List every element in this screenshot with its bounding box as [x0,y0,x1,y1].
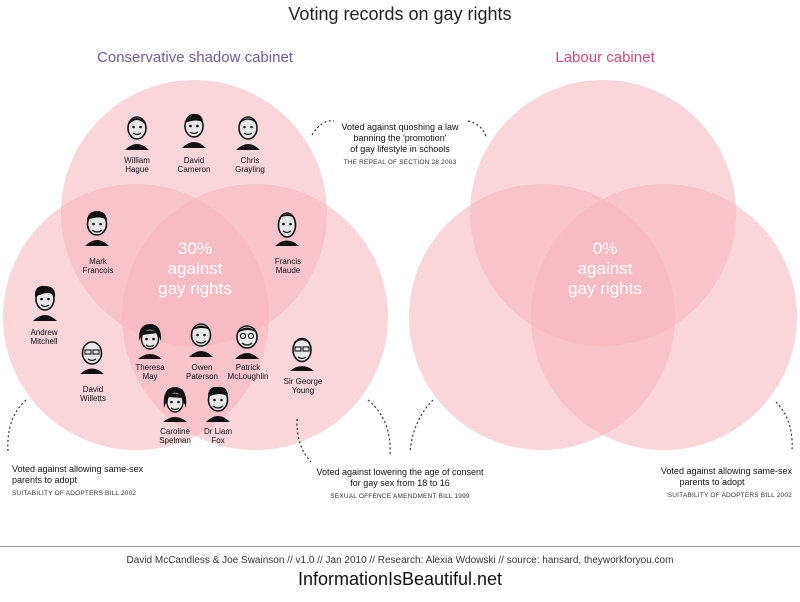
person-label-francis-maude: Francis Maude [274,257,302,275]
annotation-adopt-right: Voted against allowing same-sex parents … [592,466,792,501]
page-title: Voting records on gay rights [288,4,512,24]
footer-divider [0,546,800,547]
annotation-section28: Voted against quoshing a law banning the… [330,122,470,168]
annotation-section28-source: THE REPEAL OF SECTION 28 2003 [343,159,457,166]
person-label-mark-francois: Mark Francois [82,257,114,275]
person-label-theresa-may: Theresa May [135,363,165,381]
dashed-arc-section28 [311,120,487,138]
dr-liam-fox-portrait-icon [206,386,230,422]
dashed-arc-adopt-left [7,399,27,453]
owen-paterson-portrait-icon [189,323,213,357]
annotation-adopt-left-source: SUITABILITY OF ADOPTERS BILL 2002 [12,490,137,497]
conservative-percent-label: gay rights [158,279,232,298]
mark-francois-portrait-icon [85,211,109,246]
annotation-consent: Voted against lowering the age of consen… [290,467,510,502]
annotation-adopt-right-source: SUITABILITY OF ADOPTERS BILL 2002 [667,492,792,499]
person-label-sir-george-young: Sir George Young [283,377,323,395]
labour-title: Labour cabinet [555,49,655,66]
dashed-arc-labour-right [775,401,793,453]
person-label-dr-liam-fox: Dr Liam Fox [203,427,232,445]
person-label-andrew-mitchell: Andrew Mitchell [30,328,58,346]
francis-maude-portrait-icon [275,212,299,246]
conservative-percent-value: 30% [177,239,213,258]
conservative-circle-right [122,184,388,450]
dashed-arc-labour-left [409,399,434,453]
conservative-title: Conservative shadow cabinet [97,49,293,66]
annotation-adopt-left: Voted against allowing same-sex parents … [12,464,212,499]
labour-circle-right [531,184,797,450]
person-label-chris-grayling: Chris Grayling [235,156,265,174]
person-label-caroline-spelman: Caroline Spelman [159,427,191,445]
conservative-percentage: 30% against gay rights [125,239,265,299]
person-label-william-hague: William Hague [124,156,150,174]
chris-grayling-portrait-icon [236,116,260,150]
person-label-owen-paterson: Owen Paterson [185,363,219,381]
annotation-consent-source: SEXUAL OFFENCE AMENDMENT BILL 1999 [330,493,470,500]
patrick-mcloughlin-portrait-icon [235,325,259,359]
person-label-patrick-mcloughlin: Patrick McLoughlin [227,363,269,381]
labour-percentage: 0% against gay rights [535,239,675,299]
labour-percent-value: 0% [592,239,618,258]
footer-site: InformationIsBeautiful.net [297,569,503,589]
labour-percent-against: against [577,259,633,278]
theresa-may-portrait-icon [138,324,162,359]
william-hague-portrait-icon [125,116,149,150]
dashed-arc-consent-right [367,399,391,456]
caroline-spelman-portrait-icon [163,387,187,422]
david-willetts-portrait-icon [80,341,104,374]
sir-george-young-portrait-icon [290,337,314,371]
labour-percent-label: gay rights [568,279,642,298]
david-cameron-portrait-icon [182,113,206,148]
conservative-percent-against: against [167,259,223,278]
footer-credit: David McCandless & Joe Swainson // v1.0 … [126,555,674,566]
person-label-david-cameron: David Cameron [177,156,211,174]
andrew-mitchell-portrait-icon [33,285,57,321]
person-label-david-willetts: David Willetts [80,385,106,403]
